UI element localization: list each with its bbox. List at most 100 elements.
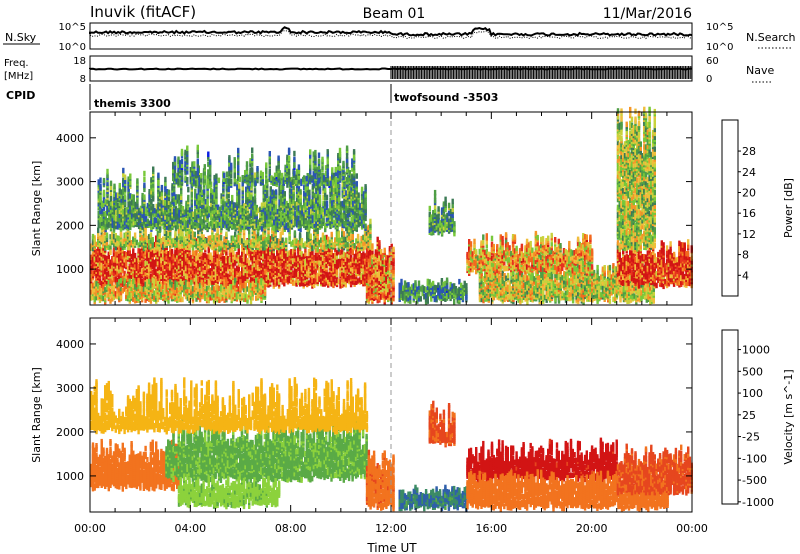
- heatmap-cell: [264, 209, 267, 216]
- heatmap-cell: [181, 277, 184, 283]
- heatmap-cell: [283, 253, 286, 259]
- heatmap-cell: [253, 188, 257, 194]
- heatmap-cell: [104, 229, 107, 236]
- heatmap-cell: [281, 269, 284, 275]
- heatmap-cell: [212, 279, 216, 286]
- heatmap-cell: [174, 230, 177, 237]
- heatmap-cell: [160, 242, 163, 248]
- heatmap-cell: [253, 229, 256, 235]
- heatmap-cell: [307, 270, 311, 276]
- heatmap-cell: [207, 263, 210, 269]
- heatmap-cell: [194, 208, 197, 214]
- heatmap-cell: [276, 208, 279, 215]
- heatmap-cell: [202, 234, 205, 240]
- heatmap-cell: [313, 282, 316, 288]
- heatmap-cell: [335, 267, 339, 274]
- heatmap-cell: [313, 260, 316, 267]
- heatmap-cell: [114, 261, 117, 267]
- heatmap-cell: [209, 187, 213, 194]
- heatmap-cell: [164, 198, 167, 204]
- heatmap-cell: [327, 272, 330, 278]
- heatmap-cell: [298, 281, 302, 287]
- heatmap-cell: [239, 271, 242, 277]
- heatmap-cell: [281, 227, 284, 234]
- heatmap-cell: [235, 234, 239, 241]
- heatmap-cell: [126, 266, 130, 272]
- heatmap-cell: [153, 269, 156, 275]
- heatmap-cell: [259, 206, 262, 213]
- heatmap-cell: [194, 214, 197, 220]
- heatmap-cell: [283, 280, 286, 287]
- heatmap-cell: [314, 269, 318, 275]
- heatmap-cell: [306, 256, 309, 262]
- heatmap-cell: [151, 257, 154, 263]
- heatmap-cell: [214, 256, 218, 263]
- heatmap-cell: [205, 258, 209, 264]
- heatmap-cell: [150, 177, 153, 183]
- heatmap-cell: [155, 235, 158, 241]
- heatmap-cell: [142, 245, 146, 252]
- heatmap-cell: [202, 195, 206, 202]
- heatmap-cell: [116, 235, 119, 241]
- heatmap-cell: [132, 216, 135, 222]
- heatmap-cell: [362, 259, 365, 265]
- heatmap-cell: [304, 241, 307, 247]
- heatmap-cell: [235, 265, 239, 272]
- heatmap-cell: [188, 232, 191, 239]
- heatmap-cell: [276, 238, 279, 244]
- heatmap-cell: [363, 259, 367, 265]
- heatmap-cell: [190, 219, 193, 226]
- heatmap-cell: [144, 206, 148, 213]
- heatmap-cell: [165, 230, 168, 237]
- heatmap-cell: [212, 263, 216, 270]
- heatmap-cell: [152, 182, 155, 188]
- heatmap-cell: [156, 265, 160, 272]
- heatmap-cell: [176, 236, 179, 242]
- heatmap-cell: [239, 224, 243, 231]
- heatmap-cell: [123, 257, 126, 263]
- heatmap-cell: [337, 278, 340, 285]
- heatmap-cell: [139, 235, 142, 241]
- heatmap-cell: [179, 263, 182, 269]
- heatmap-cell: [109, 244, 112, 250]
- heatmap-cell: [184, 265, 188, 272]
- heatmap-cell: [253, 194, 257, 200]
- heatmap-cell: [162, 263, 165, 269]
- heatmap-cell: [98, 248, 102, 254]
- heatmap-cell: [109, 267, 112, 273]
- heatmap-cell: [332, 266, 335, 273]
- heatmap-cell: [204, 268, 207, 274]
- heatmap-cell: [346, 267, 349, 274]
- heatmap-cell: [187, 222, 190, 228]
- heatmap-cell: [179, 234, 182, 241]
- heatmap-cell: [109, 234, 112, 240]
- heatmap-cell: [129, 193, 132, 199]
- heatmap-cell: [216, 260, 219, 267]
- heatmap-cell: [100, 261, 103, 267]
- heatmap-cell: [170, 272, 174, 278]
- heatmap-cell: [238, 202, 241, 209]
- heatmap-cell: [246, 244, 249, 250]
- heatmap-cell: [115, 216, 118, 222]
- heatmap-cell: [176, 194, 179, 200]
- heatmap-cell: [227, 240, 230, 246]
- heatmap-cell: [205, 254, 209, 260]
- heatmap-cell: [239, 255, 242, 261]
- heatmap-cell: [276, 280, 279, 286]
- heatmap-cell: [90, 272, 93, 278]
- heatmap-cell: [158, 272, 161, 279]
- heatmap-cell: [269, 253, 272, 260]
- heatmap-cell: [363, 278, 367, 285]
- heatmap-cell: [328, 276, 332, 282]
- heatmap-cell: [144, 232, 147, 239]
- heatmap-cell: [102, 264, 105, 271]
- heatmap-cell: [130, 240, 133, 246]
- heatmap-cell: [97, 231, 100, 237]
- heatmap-cell: [363, 253, 367, 259]
- heatmap-cell: [99, 216, 102, 223]
- heatmap-cell: [250, 218, 253, 224]
- heatmap-cell: [209, 205, 213, 211]
- heatmap-cell: [281, 249, 284, 255]
- heatmap-cell: [194, 198, 197, 205]
